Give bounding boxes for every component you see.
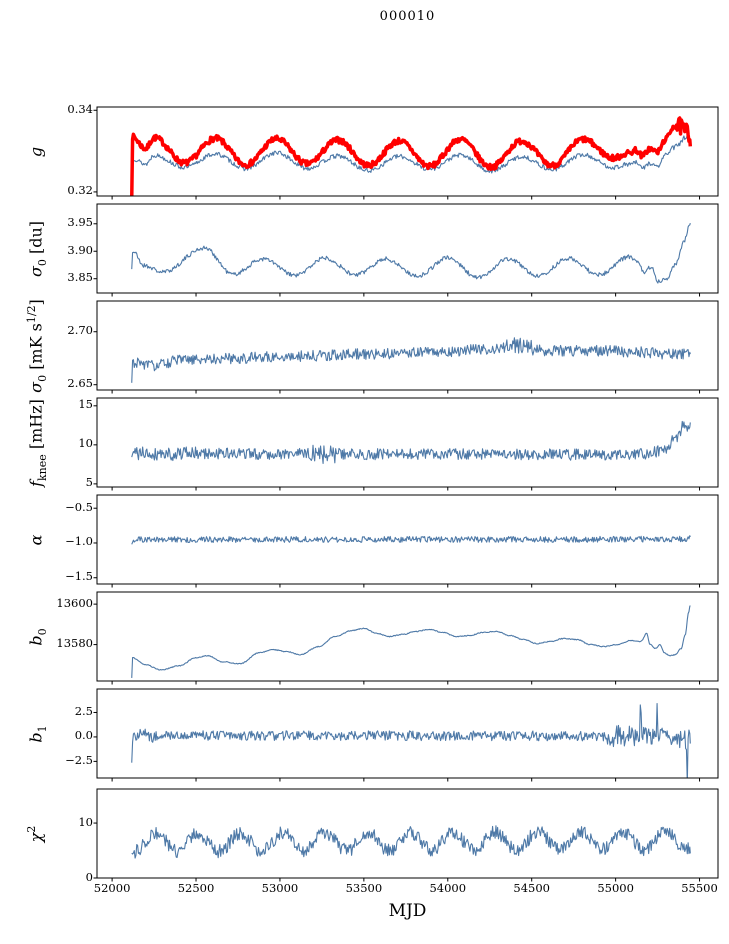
ylabel-sub: 0 bbox=[35, 627, 49, 635]
ylabel-pre: g bbox=[26, 146, 46, 157]
ylabel-mid: [mK s bbox=[26, 322, 46, 375]
y-tick-label: 3.85 bbox=[67, 270, 93, 285]
x-axis-label: MJD bbox=[388, 901, 427, 921]
y-tick-label: 10 bbox=[78, 814, 93, 829]
y-axis-label-b0: b0 bbox=[26, 627, 49, 646]
series-sigma0-du bbox=[131, 222, 691, 284]
ylabel-mid: [mHz] bbox=[26, 398, 46, 454]
ylabel-sup: 1/2 bbox=[25, 304, 39, 323]
series-g-thick-red bbox=[130, 116, 693, 196]
y-axis-label-alpha: α bbox=[26, 534, 48, 545]
y-tick-label: −2.5 bbox=[65, 752, 93, 767]
y-tick-label: −0.5 bbox=[65, 499, 93, 514]
y-tick-label: 0.34 bbox=[67, 101, 93, 116]
y-tick-label: 10 bbox=[78, 436, 93, 451]
y-tick-label: 0.0 bbox=[74, 728, 93, 743]
ylabel-pre: b bbox=[26, 634, 46, 646]
series-fknee bbox=[131, 420, 691, 464]
x-tick-label: 52000 bbox=[93, 881, 131, 895]
series-sigma0-mks bbox=[131, 337, 691, 383]
panel-frame-4 bbox=[96, 494, 719, 585]
y-axis-label-fknee: fknee [mHz] bbox=[26, 398, 49, 487]
ylabel-pre: f bbox=[26, 480, 46, 487]
y-tick-label: 2.5 bbox=[74, 703, 93, 718]
y-tick-label: −1.5 bbox=[65, 569, 93, 584]
x-tick-label: 55500 bbox=[681, 881, 718, 895]
ylabel-post: ] bbox=[26, 298, 46, 305]
panel-frame-2 bbox=[96, 300, 719, 391]
x-tick-label: 53000 bbox=[261, 881, 299, 895]
series-b1 bbox=[131, 702, 691, 778]
x-tick-label: 53500 bbox=[345, 881, 383, 895]
ylabel-pre: χ bbox=[26, 832, 46, 842]
series-chi2 bbox=[131, 825, 691, 859]
series-alpha bbox=[131, 535, 691, 545]
y-tick-label: 0.32 bbox=[67, 183, 93, 198]
y-axis-label-sigma0-du: σ0 [du] bbox=[26, 220, 49, 277]
y-axis-label-chi2: χ2 bbox=[25, 825, 48, 842]
y-tick-label: 13580 bbox=[56, 636, 93, 651]
x-tick-label: 54500 bbox=[513, 881, 550, 895]
ylabel-pre: b bbox=[26, 731, 46, 743]
y-tick-label: −1.0 bbox=[65, 534, 93, 549]
ylabel-pre: σ bbox=[26, 381, 46, 393]
y-tick-label: 2.70 bbox=[67, 323, 93, 338]
figure-title: 000010 bbox=[379, 9, 436, 24]
ylabel-sub: 0 bbox=[35, 374, 49, 382]
panel-frame-7 bbox=[96, 788, 719, 879]
y-tick-label: 15 bbox=[78, 397, 93, 412]
ylabel-pre: α bbox=[26, 534, 46, 545]
y-tick-label: 13600 bbox=[56, 595, 93, 610]
panel-frame-6 bbox=[96, 688, 719, 779]
ylabel-sub: knee bbox=[35, 453, 49, 481]
y-axis-label-g: g bbox=[26, 146, 48, 156]
panel-frame-5 bbox=[96, 591, 719, 682]
ylabel-sub: 0 bbox=[35, 258, 49, 266]
y-axis-label-sigma0-mks: σ0 [mK s1/2] bbox=[25, 298, 49, 393]
y-tick-label: 0 bbox=[85, 869, 93, 884]
x-tick-label: 52500 bbox=[177, 881, 215, 895]
x-tick-label: 55000 bbox=[597, 881, 634, 895]
panel-frame-3 bbox=[96, 397, 719, 488]
series-b0 bbox=[131, 605, 691, 678]
ylabel-sup: 2 bbox=[25, 825, 39, 833]
ylabel-mid: [du] bbox=[26, 220, 46, 259]
y-tick-label: 3.90 bbox=[67, 242, 93, 257]
ylabel-pre: σ bbox=[26, 265, 46, 277]
panel-frame-0 bbox=[96, 106, 719, 197]
y-tick-label: 5 bbox=[85, 475, 93, 490]
series-g-thin-blue bbox=[131, 134, 689, 174]
panel-frame-1 bbox=[96, 203, 719, 294]
x-tick-label: 54000 bbox=[429, 881, 467, 895]
ylabel-sub: 1 bbox=[35, 724, 49, 732]
y-tick-label: 3.95 bbox=[67, 215, 93, 230]
y-tick-label: 2.65 bbox=[67, 376, 93, 391]
y-axis-label-b1: b1 bbox=[26, 724, 49, 743]
